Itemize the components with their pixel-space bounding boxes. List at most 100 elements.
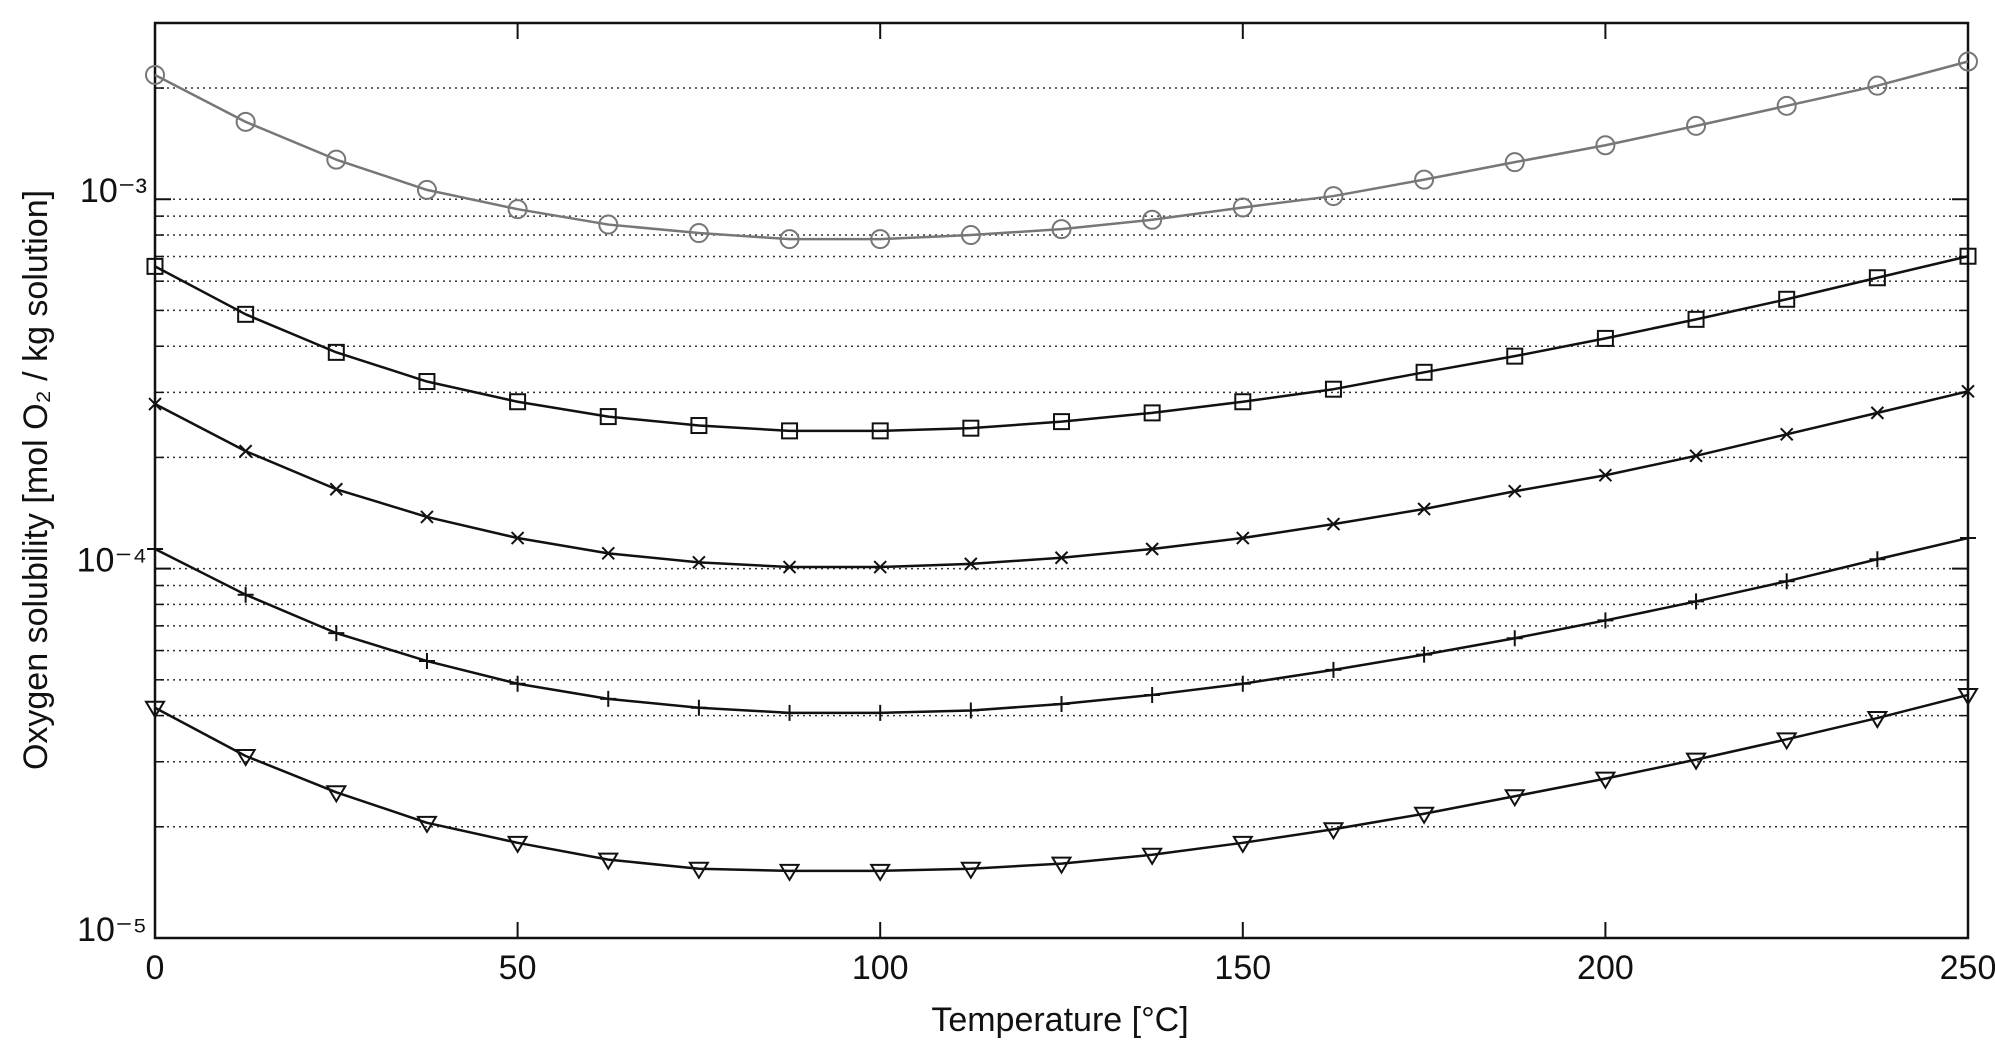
marker xyxy=(420,510,434,524)
marker xyxy=(510,531,525,545)
marker xyxy=(1504,152,1525,173)
marker xyxy=(416,815,438,834)
marker xyxy=(779,229,800,250)
x-tick-label: 150 xyxy=(1214,949,1271,987)
marker xyxy=(1051,219,1072,240)
marker xyxy=(1141,847,1163,866)
y-tick-label: 10⁻³ xyxy=(80,172,147,210)
marker xyxy=(325,785,348,804)
marker xyxy=(962,419,980,437)
y-axis-label: Oxygen solubility [mol O₂ / kg solution] xyxy=(17,190,55,770)
marker xyxy=(1506,630,1523,647)
marker xyxy=(1869,551,1886,568)
marker xyxy=(1779,427,1794,442)
marker xyxy=(1054,551,1069,565)
marker xyxy=(1598,468,1613,482)
marker xyxy=(1416,646,1433,663)
y-tick-label: 10⁻⁴ xyxy=(77,542,147,580)
marker xyxy=(1689,449,1703,463)
marker xyxy=(1685,752,1707,771)
x-tick-label: 50 xyxy=(499,949,537,987)
marker xyxy=(327,343,345,361)
marker xyxy=(1414,169,1435,190)
marker xyxy=(1868,269,1886,287)
marker xyxy=(601,546,615,561)
series-line xyxy=(154,255,1969,433)
marker xyxy=(1778,290,1796,308)
marker xyxy=(1323,186,1344,207)
marker xyxy=(1866,711,1889,729)
marker xyxy=(1053,696,1070,713)
marker xyxy=(870,229,891,250)
marker xyxy=(509,393,527,411)
x-tick-label: 250 xyxy=(1940,949,1995,987)
marker xyxy=(1325,661,1342,678)
marker xyxy=(1595,135,1616,156)
marker xyxy=(1417,502,1431,516)
marker xyxy=(869,863,891,882)
marker xyxy=(964,557,978,571)
marker xyxy=(1508,484,1522,498)
marker xyxy=(1326,517,1341,531)
marker xyxy=(1958,51,1978,72)
marker xyxy=(234,748,257,767)
marker xyxy=(1322,822,1345,841)
marker xyxy=(1867,75,1888,96)
marker xyxy=(1506,347,1524,365)
marker xyxy=(1050,856,1073,875)
marker xyxy=(1234,393,1252,411)
marker xyxy=(147,541,163,558)
marker xyxy=(782,560,797,574)
marker xyxy=(418,653,435,670)
marker xyxy=(599,408,617,426)
marker xyxy=(688,223,709,244)
marker xyxy=(1959,247,1977,265)
marker xyxy=(962,702,979,719)
marker xyxy=(598,214,619,235)
series-line xyxy=(154,60,1969,241)
series-line xyxy=(154,390,1969,569)
marker xyxy=(600,690,617,707)
marker xyxy=(781,422,799,440)
marker xyxy=(1413,806,1435,825)
marker xyxy=(960,225,981,246)
marker xyxy=(1415,363,1433,381)
marker xyxy=(1594,771,1617,790)
marker xyxy=(1503,789,1526,808)
x-tick-label: 200 xyxy=(1577,949,1634,987)
marker xyxy=(146,257,164,275)
marker xyxy=(871,422,889,440)
marker xyxy=(1236,531,1250,545)
marker xyxy=(1324,380,1342,398)
marker xyxy=(1776,95,1797,116)
marker xyxy=(960,861,982,880)
marker xyxy=(235,111,256,132)
marker xyxy=(781,704,798,721)
marker xyxy=(1870,406,1885,420)
marker xyxy=(1144,686,1161,703)
marker xyxy=(237,586,254,603)
marker xyxy=(148,397,162,411)
marker xyxy=(145,64,165,85)
marker xyxy=(690,699,707,716)
marker xyxy=(144,700,166,719)
marker xyxy=(1778,573,1795,590)
marker xyxy=(507,199,528,220)
marker xyxy=(1142,209,1163,230)
marker xyxy=(597,852,620,871)
marker xyxy=(1960,530,1976,547)
marker xyxy=(237,305,255,323)
y-tick-label: 10⁻⁵ xyxy=(77,911,147,949)
x-tick-label: 0 xyxy=(146,949,165,987)
marker xyxy=(1775,732,1798,751)
marker xyxy=(1232,835,1254,854)
marker xyxy=(329,482,344,496)
marker xyxy=(418,373,436,391)
marker xyxy=(1687,310,1705,328)
marker xyxy=(1232,197,1253,218)
marker xyxy=(326,149,347,170)
marker xyxy=(1957,687,1979,706)
marker xyxy=(1234,675,1251,692)
